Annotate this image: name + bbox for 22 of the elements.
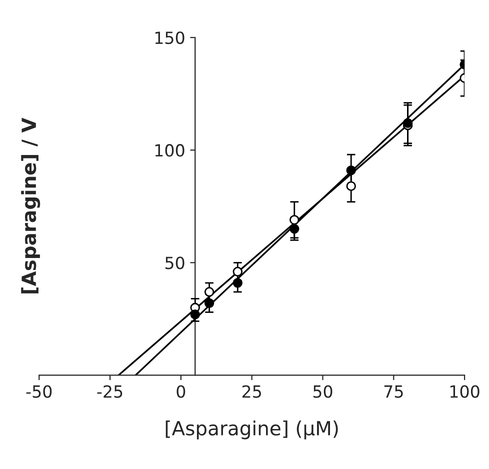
x-tick-label: 0 (176, 385, 186, 398)
x-tick-label: 50 (313, 385, 332, 398)
point (190, 310, 200, 320)
point (204, 287, 214, 297)
y-axis-title: [Asparagine] / V (21, 118, 40, 294)
x-tick-label: -50 (26, 385, 52, 398)
point (402, 118, 413, 128)
point (232, 278, 243, 288)
point (232, 266, 243, 277)
point (346, 181, 356, 191)
point (346, 165, 356, 176)
x-tick-label: 25 (242, 385, 261, 398)
y-tick-label: 100 (155, 144, 184, 157)
y-tick-label: 50 (165, 256, 184, 270)
point (290, 224, 300, 234)
point (290, 215, 300, 225)
x-tick-label: 100 (450, 385, 480, 398)
x-tick-label: 75 (384, 385, 403, 398)
x-tick-label: -25 (97, 385, 122, 398)
y-tick-label: 150 (155, 31, 184, 44)
x-axis-title: [Asparagine] (μM) (166, 420, 338, 440)
point (204, 298, 214, 308)
